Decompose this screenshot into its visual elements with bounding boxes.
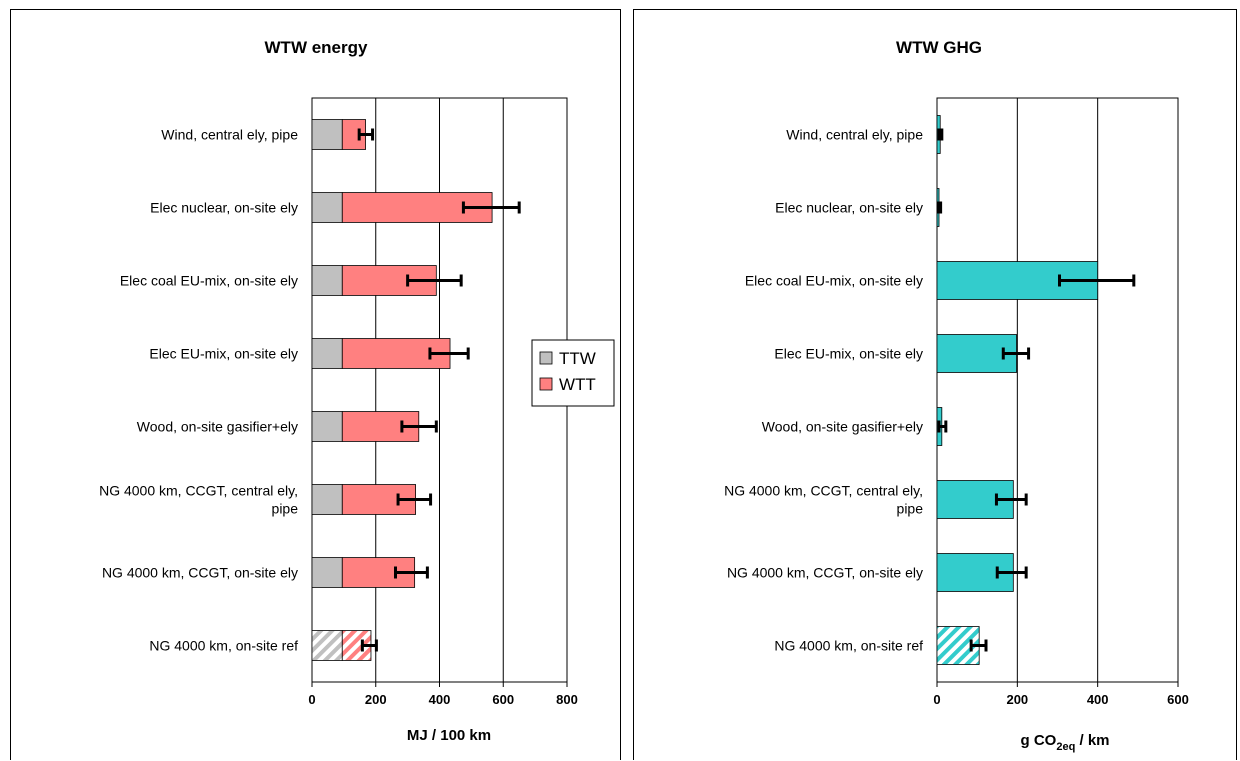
error-bar-elec-nuclear-on-site-ely bbox=[461, 201, 521, 214]
legend-swatch-ttw bbox=[539, 351, 553, 365]
x-tick-label: 400 bbox=[1087, 692, 1109, 707]
x-tick-label: 600 bbox=[1167, 692, 1189, 707]
error-bar-ng-4000-km-on-site-ref bbox=[360, 639, 378, 652]
error-bar-elec-coal-eu-mix-on-site-ely bbox=[1058, 274, 1136, 287]
category-label-elec-eu-mix-on-site-ely: Elec EU-mix, on-site ely bbox=[774, 346, 923, 362]
error-bar-ng-4000-km-ccgt-on-site-ely bbox=[995, 566, 1028, 579]
legend-box bbox=[531, 339, 615, 407]
category-label-ng-4000-km-on-site-ref: NG 4000 km, on-site ref bbox=[774, 638, 923, 654]
category-label-ng-4000-km-ccgt-on-site-ely: NG 4000 km, CCGT, on-site ely bbox=[727, 565, 923, 581]
x-axis-label: MJ / 100 km bbox=[407, 727, 491, 744]
category-label-wood-on-site-gasifier-ely: Wood, on-site gasifier+ely bbox=[137, 419, 298, 435]
x-tick-label: 400 bbox=[429, 692, 451, 707]
x-tick-label: 0 bbox=[308, 692, 315, 707]
error-bar-ng-4000-km-ccgt-central-ely-pipe bbox=[994, 493, 1028, 506]
category-label-elec-nuclear-on-site-ely: Elec nuclear, on-site ely bbox=[150, 200, 298, 216]
category-label-ng-4000-km-on-site-ref: NG 4000 km, on-site ref bbox=[149, 638, 298, 654]
x-tick-label: 200 bbox=[365, 692, 387, 707]
x-tick-label: 200 bbox=[1006, 692, 1028, 707]
category-label-wood-on-site-gasifier-ely: Wood, on-site gasifier+ely bbox=[762, 419, 923, 435]
bar-ttw-wood-on-site-gasifier-ely bbox=[311, 411, 343, 442]
legend-label-wtt: WTT bbox=[559, 375, 596, 394]
wtw-energy-panel: WTW energy 0 200 400 600 800 Wind, central ely… bbox=[10, 9, 621, 760]
x-axis-label: g CO2eq / km bbox=[1021, 732, 1110, 753]
error-bar-wind-central-ely-pipe bbox=[357, 128, 375, 141]
x-tick-label: 800 bbox=[556, 692, 578, 707]
legend-swatch-wtt bbox=[539, 377, 553, 391]
legend-label-ttw: TTW bbox=[559, 349, 596, 368]
category-label-elec-nuclear-on-site-ely: Elec nuclear, on-site ely bbox=[775, 200, 923, 216]
error-bar-wood-on-site-gasifier-ely bbox=[400, 420, 438, 433]
x-tick-label: 0 bbox=[933, 692, 940, 707]
error-bar-ng-4000-km-on-site-ref bbox=[969, 639, 988, 652]
legend: TTW WTT bbox=[531, 339, 615, 407]
error-bar-elec-nuclear-on-site-ely bbox=[936, 201, 943, 214]
category-label-elec-coal-eu-mix-on-site-ely: Elec coal EU-mix, on-site ely bbox=[120, 273, 298, 289]
error-bar-elec-eu-mix-on-site-ely bbox=[428, 347, 470, 360]
wtw-ghg-chart: WTW GHG 0 200 400 600 Wind, central ely, pipe… bbox=[724, 38, 1189, 753]
wtw-energy-chart: WTW energy 0 200 400 600 800 Wind, central ely… bbox=[99, 38, 615, 744]
wtw-ghg-panel: WTW GHG 0 200 400 600 Wind, central ely, pipe… bbox=[633, 9, 1237, 760]
bar-ttw-wind-central-ely-pipe bbox=[311, 119, 343, 150]
category-label-ng-4000-km-ccgt-on-site-ely: NG 4000 km, CCGT, on-site ely bbox=[102, 565, 298, 581]
chart-title: WTW energy bbox=[265, 38, 368, 57]
category-label-elec-eu-mix-on-site-ely: Elec EU-mix, on-site ely bbox=[149, 346, 298, 362]
bar-ttw-elec-nuclear-on-site-ely bbox=[311, 192, 343, 223]
error-bar-ng-4000-km-ccgt-central-ely-pipe bbox=[396, 493, 433, 506]
error-bar-elec-eu-mix-on-site-ely bbox=[1001, 347, 1031, 360]
error-bar-wood-on-site-gasifier-ely bbox=[937, 420, 948, 433]
chart-title: WTW GHG bbox=[896, 38, 982, 57]
error-bar-wind-central-ely-pipe bbox=[937, 128, 944, 141]
bar-ttw-ng-4000-km-ccgt-on-site-ely bbox=[311, 557, 343, 588]
error-bar-elec-coal-eu-mix-on-site-ely bbox=[406, 274, 463, 287]
category-label-ng-4000-km-ccgt-central-ely-pipe: NG 4000 km, CCGT, central ely, pipe bbox=[724, 483, 923, 517]
x-tick-label: 600 bbox=[492, 692, 514, 707]
error-bar-ng-4000-km-ccgt-on-site-ely bbox=[394, 566, 429, 579]
category-label-ng-4000-km-ccgt-central-ely-pipe: NG 4000 km, CCGT, central ely, pipe bbox=[99, 483, 298, 517]
bar-ttw-ng-4000-km-on-site-ref bbox=[311, 630, 343, 661]
bar-ttw-elec-coal-eu-mix-on-site-ely bbox=[311, 265, 343, 296]
category-label-elec-coal-eu-mix-on-site-ely: Elec coal EU-mix, on-site ely bbox=[745, 273, 923, 289]
plot-area bbox=[936, 97, 1179, 683]
category-label-wind-central-ely-pipe: Wind, central ely, pipe bbox=[786, 127, 923, 143]
bar-ttw-ng-4000-km-ccgt-central-ely-pipe bbox=[311, 484, 343, 515]
category-label-wind-central-ely-pipe: Wind, central ely, pipe bbox=[161, 127, 298, 143]
bar-ttw-elec-eu-mix-on-site-ely bbox=[311, 338, 343, 369]
